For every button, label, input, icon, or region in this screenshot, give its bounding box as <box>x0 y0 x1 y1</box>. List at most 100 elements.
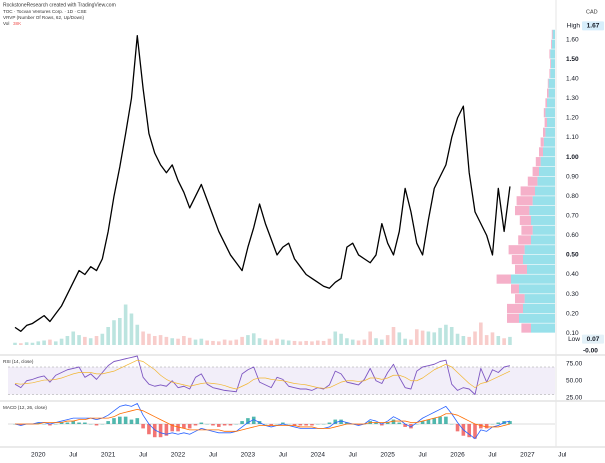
macd-histogram-bar <box>48 424 52 426</box>
volume-bar <box>438 327 442 345</box>
macd-histogram-bar <box>77 422 81 424</box>
profile-down <box>527 176 538 186</box>
price-line <box>14 35 511 332</box>
volume-bar <box>508 336 512 345</box>
volume-bar <box>193 339 198 345</box>
macd-histogram-bar <box>187 424 192 429</box>
x-tick-label: Jul <box>209 452 218 459</box>
volume-bar <box>496 336 501 345</box>
volume-bar <box>59 338 64 345</box>
volume-bar <box>217 341 221 345</box>
volume-bar <box>123 304 128 345</box>
volume-bar <box>42 340 46 345</box>
credit: RockstoneResearch created with TradingVi… <box>3 2 116 8</box>
profile-down <box>547 78 549 88</box>
volume-bar <box>100 333 105 345</box>
macd-histogram-bar <box>36 422 41 424</box>
profile-up <box>537 176 555 186</box>
macd-histogram-bar <box>420 421 425 424</box>
profile-down <box>507 303 523 314</box>
y-tick-label: 0.40 <box>566 271 579 278</box>
macd-histogram-bar <box>106 421 110 424</box>
macd-histogram-bar <box>438 416 442 424</box>
profile-down <box>519 215 531 225</box>
rsi-tick-label: 25.00 <box>566 395 583 402</box>
volume-bar <box>292 340 297 345</box>
x-tick-label: Jul <box>488 452 497 459</box>
volume-bar <box>141 331 145 345</box>
volume-bar <box>461 336 466 345</box>
rsi-title: RSI (14, close) <box>3 359 34 364</box>
profile-down <box>539 147 543 157</box>
macd-histogram-bar <box>182 424 186 429</box>
volume-bar <box>246 335 250 345</box>
volume-bar <box>479 322 483 345</box>
volume-bar <box>310 341 314 345</box>
macd-histogram-bar <box>222 424 227 426</box>
volume-bar <box>36 341 41 345</box>
macd-histogram-bar <box>426 419 431 424</box>
macd-histogram-bar <box>83 422 87 424</box>
x-tick-label: 2020 <box>31 452 46 459</box>
macd-histogram-bar <box>251 416 256 424</box>
macd-histogram-bar <box>333 419 338 424</box>
profile-down <box>545 98 547 108</box>
macd-histogram-bar <box>345 422 349 424</box>
volume-bar <box>490 332 495 345</box>
volume-bar <box>187 337 192 345</box>
profile-down <box>543 108 546 118</box>
y-tick-label: 0.70 <box>566 213 579 220</box>
volume-bar <box>455 333 460 345</box>
macd-histogram-bar <box>118 416 122 424</box>
currency: CAD <box>586 9 598 15</box>
profile-up <box>524 245 555 255</box>
macd-histogram-bar <box>176 424 180 432</box>
volume-bar <box>158 335 163 345</box>
rsi-pane <box>8 355 555 395</box>
volume-bar <box>24 342 29 345</box>
x-tick-label: Jul <box>69 452 78 459</box>
y-tick-label: 1.30 <box>566 95 579 102</box>
volume-bar <box>286 340 291 345</box>
volume-bar <box>152 336 157 345</box>
x-tick-label: 2022 <box>171 452 186 459</box>
profile-up <box>550 68 555 79</box>
low-value: 0.07 <box>587 336 600 343</box>
volume-last: 38K <box>13 21 22 26</box>
profile-up <box>529 205 555 216</box>
volume-bar <box>356 340 361 345</box>
volume-bar <box>251 333 256 345</box>
x-tick-label: Jul <box>418 452 427 459</box>
profile-up <box>527 264 555 274</box>
volume-bar <box>403 338 407 345</box>
macd-histogram-bar <box>473 424 477 439</box>
volume-bar <box>380 339 384 345</box>
price-pane <box>13 29 555 345</box>
y-tick-label: 1.10 <box>566 134 579 141</box>
x-tick-label: 2021 <box>101 452 116 459</box>
x-tick-label: 2023 <box>241 452 256 459</box>
low-box <box>582 334 604 344</box>
volume-bar <box>53 341 58 345</box>
volume-bar <box>327 338 332 345</box>
profile-down <box>549 68 551 79</box>
macd-histogram-bar <box>385 422 390 424</box>
volume-bar <box>420 330 425 345</box>
y-tick-label: 0.90 <box>566 173 579 180</box>
macd-histogram-bar <box>141 424 145 429</box>
rsi-line <box>14 355 511 395</box>
axes: 2020 Jul 2021 Jul 2022 Jul 2023 Jul 2024 Jul 2025 J… <box>31 21 604 459</box>
volume-bar <box>164 336 169 345</box>
y-tick-label: 1.00 <box>566 154 579 161</box>
macd-histogram-bar <box>19 424 23 426</box>
profile-up <box>551 59 555 69</box>
macd-histogram-bar <box>193 424 198 426</box>
macd-histogram-bar <box>217 424 221 427</box>
volume-bar <box>13 342 17 345</box>
volume-bar <box>176 338 180 345</box>
profile-up <box>531 323 555 333</box>
macd-histogram-bar <box>339 419 343 424</box>
volume-bar <box>199 338 204 345</box>
volume-bar <box>118 318 122 345</box>
y-tick-label: 1.20 <box>566 115 579 122</box>
